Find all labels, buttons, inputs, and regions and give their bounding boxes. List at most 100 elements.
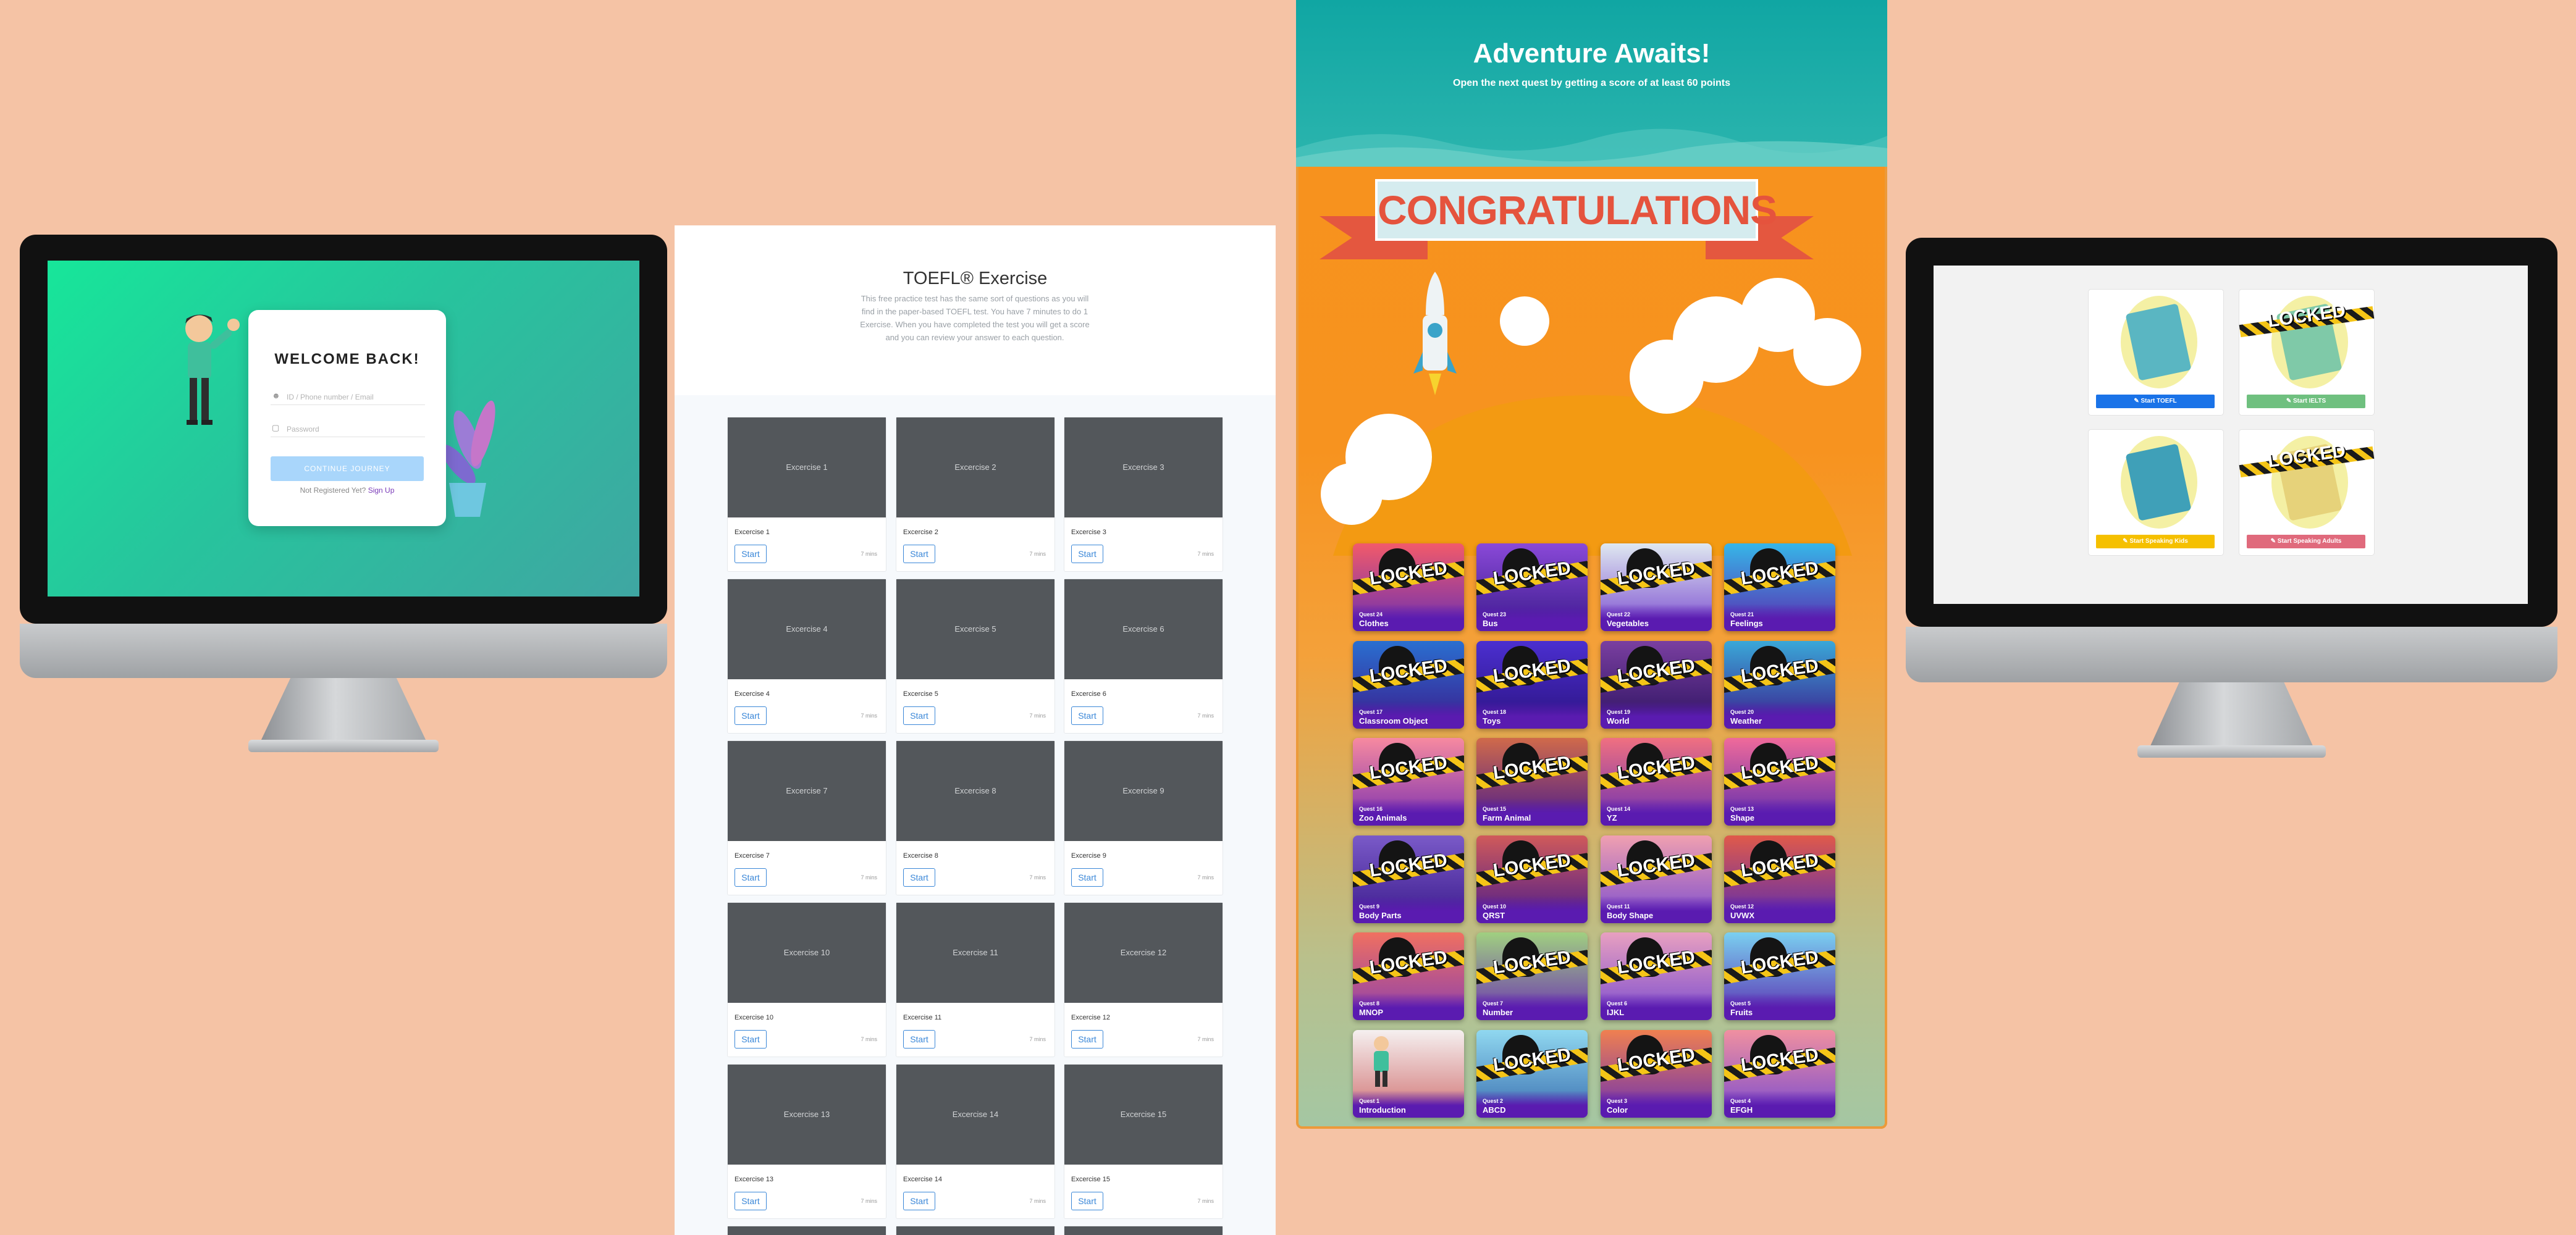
wave-decoration bbox=[1296, 128, 1887, 167]
start-course-button[interactable]: ✎ Start Speaking Adults bbox=[2247, 535, 2365, 548]
quest-tile[interactable]: Quest 1 Introduction bbox=[1353, 1030, 1464, 1118]
exercise-thumbnail[interactable] bbox=[728, 1226, 886, 1235]
start-button[interactable]: Start bbox=[734, 1192, 767, 1210]
start-button[interactable]: Start bbox=[1071, 1030, 1103, 1049]
exercise-card: Excercise 8 Excercise 8 Start 7 mins bbox=[896, 740, 1055, 895]
signup-prompt-text: Not Registered Yet? bbox=[300, 486, 366, 495]
password-input[interactable]: ▢ Password bbox=[271, 421, 425, 437]
adventure-page: Adventure Awaits! Open the next quest by… bbox=[1296, 0, 1887, 1129]
exercise-duration: 7 mins bbox=[861, 551, 877, 557]
start-course-button[interactable]: ✎ Start IELTS bbox=[2247, 395, 2365, 408]
exercise-thumbnail[interactable]: Excercise 15 bbox=[1064, 1065, 1223, 1165]
quest-tile[interactable]: LOCKED Quest 5 Fruits bbox=[1724, 932, 1835, 1020]
start-course-button[interactable]: ✎ Start TOEFL bbox=[2096, 395, 2215, 408]
quest-tile[interactable]: LOCKED Quest 20 Weather bbox=[1724, 641, 1835, 729]
quest-label-band bbox=[1476, 604, 1588, 631]
exercise-card-partial bbox=[896, 1226, 1055, 1235]
start-course-button[interactable]: ✎ Start Speaking Kids bbox=[2096, 535, 2215, 548]
exercise-thumbnail[interactable]: Excercise 7 bbox=[728, 741, 886, 841]
quest-tile[interactable]: LOCKED Quest 21 Feelings bbox=[1724, 543, 1835, 631]
signup-link[interactable]: Sign Up bbox=[368, 486, 395, 495]
exercise-card: Excercise 2 Excercise 2 Start 7 mins bbox=[896, 417, 1055, 572]
quest-tile[interactable]: LOCKED Quest 17 Classroom Object bbox=[1353, 641, 1464, 729]
exercise-thumbnail[interactable]: Excercise 5 bbox=[896, 579, 1054, 679]
start-button[interactable]: Start bbox=[1071, 545, 1103, 563]
quest-label-band bbox=[1724, 993, 1835, 1020]
quest-tile[interactable]: LOCKED Quest 11 Body Shape bbox=[1601, 835, 1712, 923]
exercise-thumbnail[interactable]: Excercise 11 bbox=[896, 903, 1054, 1003]
quest-tile[interactable]: LOCKED Quest 24 Clothes bbox=[1353, 543, 1464, 631]
quest-label-band bbox=[1353, 1091, 1464, 1118]
exercise-thumbnail[interactable]: Excercise 13 bbox=[728, 1065, 886, 1165]
quest-tile[interactable]: LOCKED Quest 12 UVWX bbox=[1724, 835, 1835, 923]
quest-tile[interactable]: LOCKED Quest 22 Vegetables bbox=[1601, 543, 1712, 631]
exercise-card: Excercise 12 Excercise 12 Start 7 mins bbox=[1064, 902, 1223, 1057]
monitor-chin bbox=[1906, 627, 2557, 682]
start-button[interactable]: Start bbox=[903, 868, 935, 887]
quest-label-band bbox=[1353, 701, 1464, 729]
quest-tile[interactable]: LOCKED Quest 15 Farm Animal bbox=[1476, 738, 1588, 826]
exercise-name: Excercise 3 bbox=[1071, 529, 1106, 536]
exercise-thumbnail[interactable]: Excercise 14 bbox=[896, 1065, 1054, 1165]
quest-tile[interactable]: LOCKED Quest 2 ABCD bbox=[1476, 1030, 1588, 1118]
quest-tile[interactable]: LOCKED Quest 8 MNOP bbox=[1353, 932, 1464, 1020]
exercise-name: Excercise 1 bbox=[734, 529, 770, 536]
start-button[interactable]: Start bbox=[903, 1030, 935, 1049]
exercise-duration: 7 mins bbox=[861, 713, 877, 719]
quest-label-band bbox=[1353, 993, 1464, 1020]
monitor-foot bbox=[248, 740, 439, 752]
exercise-card-partial bbox=[1064, 1226, 1223, 1235]
exercise-thumbnail[interactable]: Excercise 10 bbox=[728, 903, 886, 1003]
monitor-foot bbox=[2137, 745, 2326, 758]
quest-tile[interactable]: LOCKED Quest 13 Shape bbox=[1724, 738, 1835, 826]
continue-journey-button[interactable]: CONTINUE JOURNEY bbox=[271, 456, 424, 481]
quest-number: Quest 23 bbox=[1483, 611, 1507, 618]
exercise-thumbnail[interactable]: Excercise 8 bbox=[896, 741, 1054, 841]
exercise-thumbnail[interactable] bbox=[1064, 1226, 1223, 1235]
start-button[interactable]: Start bbox=[734, 1030, 767, 1049]
quest-name: Number bbox=[1483, 1008, 1513, 1017]
quest-name: Zoo Animals bbox=[1359, 813, 1407, 823]
exercise-thumbnail[interactable]: Excercise 3 bbox=[1064, 417, 1223, 517]
exercise-thumbnail[interactable]: Excercise 1 bbox=[728, 417, 886, 517]
quest-name: Bus bbox=[1483, 619, 1498, 628]
quest-tile[interactable]: LOCKED Quest 19 World bbox=[1601, 641, 1712, 729]
start-button[interactable]: Start bbox=[734, 706, 767, 725]
quest-tile[interactable]: LOCKED Quest 14 YZ bbox=[1601, 738, 1712, 826]
exercise-name: Excercise 15 bbox=[1071, 1176, 1110, 1183]
exercise-thumbnail[interactable] bbox=[896, 1226, 1054, 1235]
exercise-card: Excercise 6 Excercise 6 Start 7 mins bbox=[1064, 579, 1223, 734]
start-button[interactable]: Start bbox=[1071, 868, 1103, 887]
start-button[interactable]: Start bbox=[903, 706, 935, 725]
id-input[interactable]: ☻ ID / Phone number / Email bbox=[271, 389, 425, 405]
quest-tile[interactable]: LOCKED Quest 23 Bus bbox=[1476, 543, 1588, 631]
start-button[interactable]: Start bbox=[734, 868, 767, 887]
monitor-stand bbox=[2150, 682, 2313, 747]
login-monitor: WELCOME BACK! ☻ ID / Phone number / Emai… bbox=[20, 235, 667, 755]
quest-tile[interactable]: LOCKED Quest 18 Toys bbox=[1476, 641, 1588, 729]
start-button[interactable]: Start bbox=[903, 1192, 935, 1210]
exercise-thumbnail[interactable]: Excercise 4 bbox=[728, 579, 886, 679]
quest-tile[interactable]: LOCKED Quest 16 Zoo Animals bbox=[1353, 738, 1464, 826]
start-button[interactable]: Start bbox=[1071, 1192, 1103, 1210]
quest-tile[interactable]: LOCKED Quest 9 Body Parts bbox=[1353, 835, 1464, 923]
exercise-card: Excercise 3 Excercise 3 Start 7 mins bbox=[1064, 417, 1223, 572]
quest-label-band bbox=[1476, 798, 1588, 826]
exercise-thumbnail[interactable]: Excercise 12 bbox=[1064, 903, 1223, 1003]
quest-tile[interactable]: LOCKED Quest 7 Number bbox=[1476, 932, 1588, 1020]
exercise-thumbnail[interactable]: Excercise 2 bbox=[896, 417, 1054, 517]
exercise-thumbnail[interactable]: Excercise 6 bbox=[1064, 579, 1223, 679]
congratulations-banner: CONGRATULATIONS bbox=[1320, 179, 1814, 259]
quest-tile[interactable]: LOCKED Quest 4 EFGH bbox=[1724, 1030, 1835, 1118]
quest-tile[interactable]: LOCKED Quest 3 Color bbox=[1601, 1030, 1712, 1118]
exercise-name: Excercise 4 bbox=[734, 690, 770, 698]
start-button[interactable]: Start bbox=[1071, 706, 1103, 725]
start-button[interactable]: Start bbox=[903, 545, 935, 563]
quest-name: Vegetables bbox=[1607, 619, 1649, 628]
quest-tile[interactable]: LOCKED Quest 10 QRST bbox=[1476, 835, 1588, 923]
quest-name: Toys bbox=[1483, 716, 1501, 726]
quest-tile[interactable]: LOCKED Quest 6 IJKL bbox=[1601, 932, 1712, 1020]
start-button[interactable]: Start bbox=[734, 545, 767, 563]
exercise-card: Excercise 1 Excercise 1 Start 7 mins bbox=[727, 417, 886, 572]
exercise-thumbnail[interactable]: Excercise 9 bbox=[1064, 741, 1223, 841]
